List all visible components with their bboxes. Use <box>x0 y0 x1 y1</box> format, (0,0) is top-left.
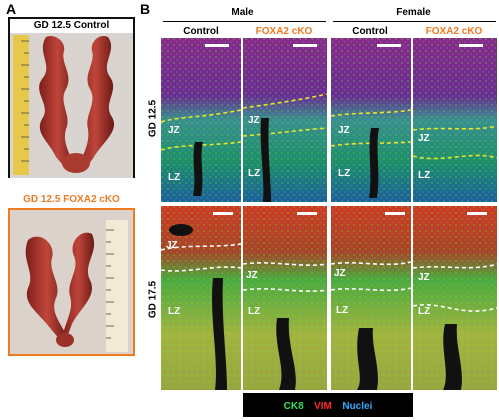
col-label-female-cko: FOXA2 cKO <box>425 26 483 37</box>
legend-nuclei: Nuclei <box>342 401 373 412</box>
female-divider-line <box>333 21 496 22</box>
cko-uterus-image <box>10 210 133 354</box>
zone-jz-r1c1: JZ <box>168 125 180 136</box>
zone-lz-r1c1: LZ <box>168 172 181 183</box>
male-divider-line <box>163 21 326 22</box>
channel-legend: CK8 VIM Nuclei <box>243 393 413 417</box>
zone-jz-r2c1: JZ <box>166 240 178 251</box>
zone-jz-r2c4: JZ <box>418 272 430 283</box>
panel-gd175-female-control <box>330 206 412 390</box>
cko-uterus-photo <box>8 208 135 356</box>
zone-lz-r2c3: LZ <box>336 305 349 316</box>
panel-a-letter: A <box>6 1 17 17</box>
panel-gd125-male-cko <box>242 38 328 202</box>
zone-lz-r1c4: LZ <box>418 170 431 181</box>
cko-photo-title: GD 12.5 FOXA2 cKO <box>23 194 120 205</box>
panel-gd125-male-control <box>161 38 242 202</box>
panel-gd125-female-cko <box>412 38 497 202</box>
zone-lz-r1c3: LZ <box>338 168 351 179</box>
col-label-female-control: Control <box>352 26 388 37</box>
control-photo-title: GD 12.5 Control <box>33 20 110 31</box>
control-uterus-image <box>10 33 133 178</box>
zone-jz-r1c4: JZ <box>418 133 430 144</box>
control-uterus-photo: GD 12.5 Control <box>8 17 135 178</box>
zone-lz-r1c2: LZ <box>248 168 261 179</box>
panel-b-letter: B <box>140 1 151 17</box>
zone-jz-r1c2: JZ <box>248 115 260 126</box>
zone-lz-r2c4: LZ <box>418 306 431 317</box>
panel-gd175-male-control <box>161 206 242 390</box>
panel-gd125-female-control <box>330 38 412 202</box>
legend-ck8: CK8 <box>283 401 304 412</box>
row-label-gd175: GD 17.5 <box>147 280 159 319</box>
micrograph-grid <box>161 38 497 390</box>
row-label-gd125: GD 12.5 <box>147 99 159 138</box>
sex-label-female: Female <box>396 7 431 18</box>
col-label-male-cko: FOXA2 cKO <box>255 26 313 37</box>
zone-lz-r2c2: LZ <box>248 306 261 317</box>
zone-jz-r2c3: JZ <box>334 268 346 279</box>
zone-jz-r1c3: JZ <box>338 125 350 136</box>
panel-gd175-female-cko <box>412 206 497 390</box>
legend-vim: VIM <box>314 401 332 412</box>
col-label-male-control: Control <box>183 26 219 37</box>
panel-gd175-male-cko <box>242 206 328 390</box>
sex-label-male: Male <box>231 7 254 18</box>
zone-lz-r2c1: LZ <box>168 306 181 317</box>
zone-jz-r2c2: JZ <box>246 270 258 281</box>
